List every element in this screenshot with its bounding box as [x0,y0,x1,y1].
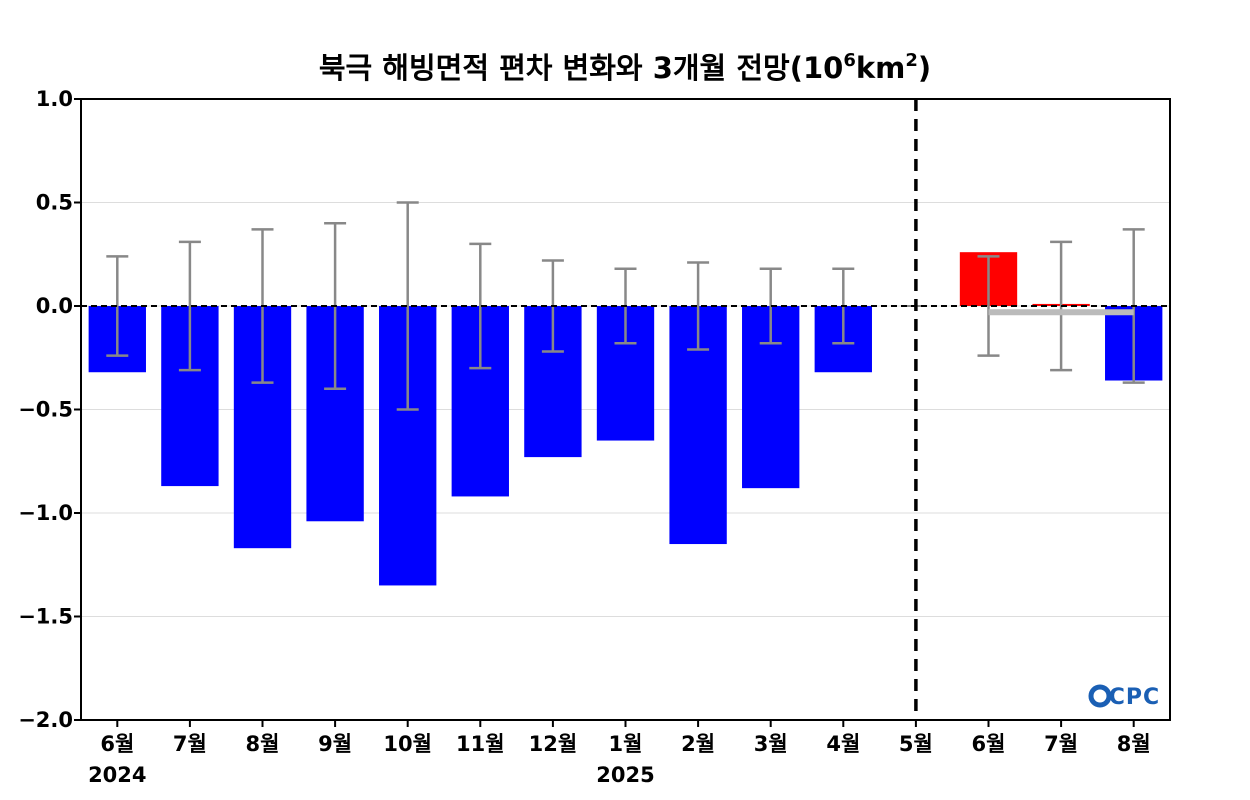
x-tick-label: 2월 [681,732,715,756]
title-mid: km [856,51,906,85]
title-sup-2: 2 [905,50,918,71]
logo-o-mark [1088,684,1112,708]
year-label: 2024 [88,763,146,787]
y-tick-label: 0.0 [36,294,73,318]
x-axis: 6월 7월 8월 9월 10월 11월 12월 1월 2월 3월 4월 5월 6월 7월 8월 2024 202… [88,720,1151,787]
year-label: 2025 [596,763,654,787]
y-tick-label: −1.5 [18,605,73,629]
x-tick-label: 11월 [456,732,505,756]
x-tick-label: 6월 [972,732,1006,756]
title-sup-1: 6 [843,50,856,71]
y-tick-label: 0.5 [36,191,73,215]
x-tick-label: 10월 [383,732,432,756]
x-tick-label: 8월 [1117,732,1151,756]
x-tick-label: 7월 [1044,732,1078,756]
error-bars [106,201,1145,411]
x-tick-label: 12월 [529,732,578,756]
chart-title: 북극 해빙면적 편차 변화와 3개월 전망(106km2) [319,50,931,85]
title-end: ) [918,51,931,85]
y-tick-label: −0.5 [18,398,73,422]
y-axis: 1.0 0.5 0.0 −0.5 −1.0 −1.5 −2.0 [18,87,81,732]
x-tick-label: 4월 [826,732,860,756]
x-tick-label: 9월 [318,732,352,756]
x-tick-label: 3월 [754,732,788,756]
y-tick-label: −2.0 [18,708,73,732]
x-tick-label: 5월 [899,732,933,756]
overlays [81,99,1170,720]
title-main: 북극 해빙면적 편차 변화와 3개월 전망(10 [319,51,843,85]
x-tick-label: 1월 [609,732,643,756]
x-tick-label: 8월 [246,732,280,756]
ocpc-logo: OCPC [1088,684,1159,710]
y-tick-label: −1.0 [18,501,73,525]
bars [88,252,1163,586]
y-tick-label: 1.0 [36,87,73,111]
x-tick-label: 6월 [100,732,134,756]
x-tick-label: 7월 [173,732,207,756]
